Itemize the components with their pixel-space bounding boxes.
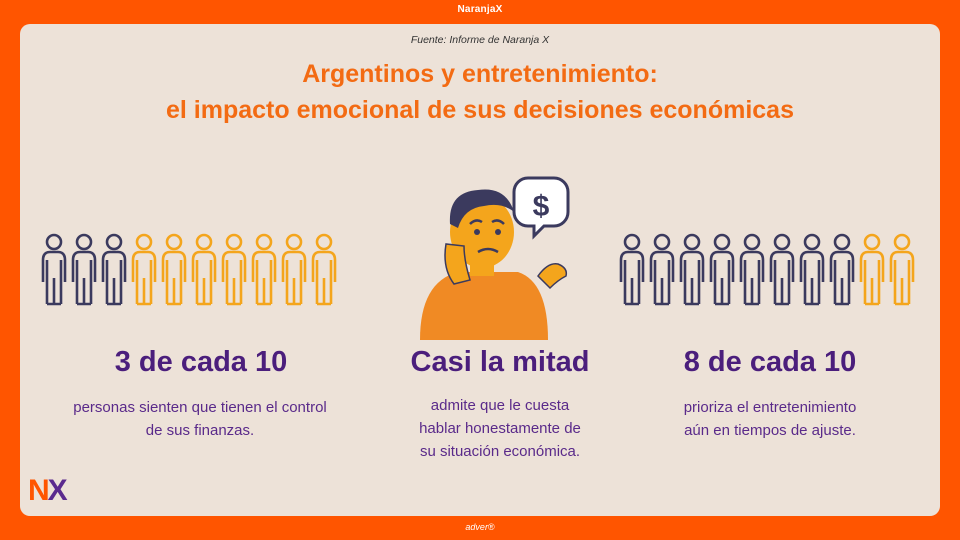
person-icon xyxy=(859,233,885,306)
logo-letter-n: N xyxy=(28,474,50,507)
person-highlighted-icon xyxy=(649,233,675,306)
brand-footer: adver® xyxy=(465,522,495,532)
stat-center-line-1: admite que le cuesta xyxy=(430,397,570,414)
person-highlighted-icon xyxy=(679,233,705,306)
stat-right-line-1: prioriza el entretenimiento xyxy=(683,399,857,416)
brand-header: NaranjaX xyxy=(457,4,503,15)
stat-center-description: admite que le cuesta hablar honestamente… xyxy=(350,394,650,463)
person-icon xyxy=(221,233,247,306)
person-icon xyxy=(191,233,217,306)
person-highlighted-icon xyxy=(619,233,645,306)
people-row-3-of-10 xyxy=(41,233,337,306)
person-highlighted-icon xyxy=(829,233,855,306)
stat-right-description: prioriza el entretenimiento aún en tiemp… xyxy=(620,396,920,442)
stat-left-headline: 3 de cada 10 xyxy=(114,346,288,378)
person-highlighted-icon xyxy=(799,233,825,306)
person-highlighted-icon xyxy=(71,233,97,306)
person-highlighted-icon xyxy=(769,233,795,306)
stat-center-headline: Casi la mitad xyxy=(410,346,590,378)
title-line-2: el impacto emocional de sus decisiones e… xyxy=(165,96,794,124)
infographic-card: Fuente: Informe de Naranja X Argentinos … xyxy=(20,24,940,516)
stat-center-line-2: hablar honestamente de xyxy=(419,420,581,437)
person-highlighted-icon xyxy=(41,233,67,306)
person-icon xyxy=(281,233,307,306)
source-caption: Fuente: Informe de Naranja X xyxy=(410,34,550,46)
naranja-x-logo: NX xyxy=(28,474,68,508)
stat-center-line-3: su situación económica. xyxy=(419,443,581,460)
person-icon xyxy=(311,233,337,306)
title-line-1: Argentinos y entretenimiento: xyxy=(302,60,658,88)
stat-right-line-2: aún en tiempos de ajuste. xyxy=(684,422,856,439)
person-icon xyxy=(251,233,277,306)
stat-left-description: personas sienten que tienen el control d… xyxy=(20,396,380,442)
person-highlighted-icon xyxy=(739,233,765,306)
page-title: Argentinos y entretenimiento: el impacto… xyxy=(20,56,940,128)
person-icon xyxy=(889,233,915,306)
person-highlighted-icon xyxy=(709,233,735,306)
stat-left-line-2: de sus finanzas. xyxy=(145,422,255,439)
person-icon xyxy=(161,233,187,306)
person-highlighted-icon xyxy=(101,233,127,306)
worried-person-icon: $ xyxy=(420,176,570,340)
svg-text:$: $ xyxy=(533,190,550,223)
people-row-8-of-10 xyxy=(619,233,915,306)
logo-letter-x: X xyxy=(47,474,68,507)
stat-left-line-1: personas sienten que tienen el control xyxy=(73,399,327,416)
stat-right-headline: 8 de cada 10 xyxy=(683,346,857,378)
person-icon xyxy=(131,233,157,306)
